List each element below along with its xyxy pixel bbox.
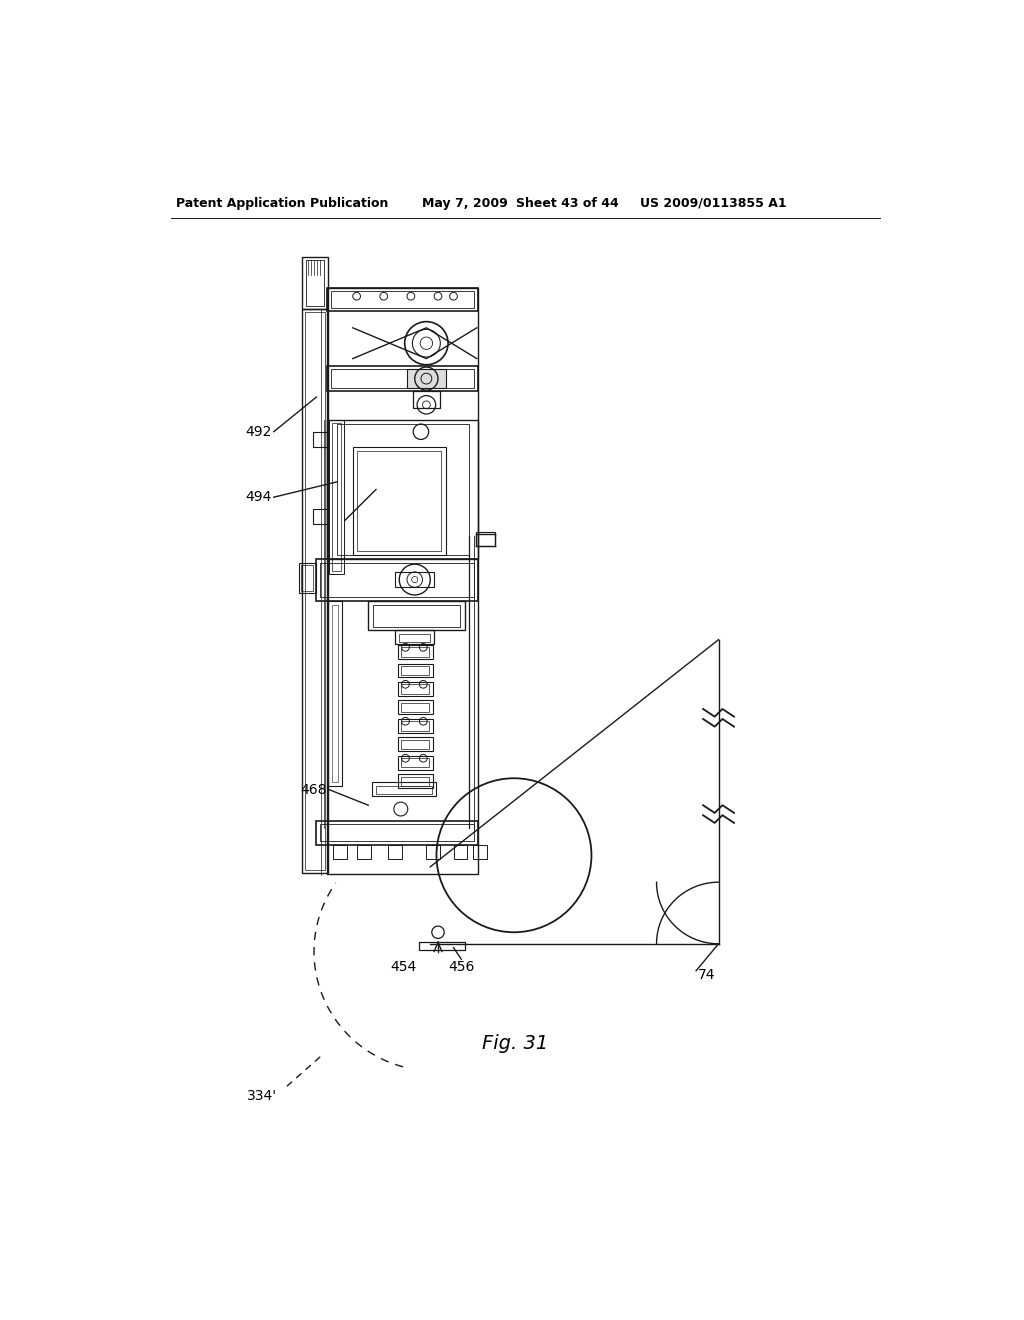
Bar — [315, 821, 478, 845]
Bar — [395, 572, 434, 587]
Bar — [357, 451, 441, 552]
Text: Patent Application Publication: Patent Application Publication — [176, 197, 388, 210]
Bar — [332, 424, 341, 572]
Text: Sheet 43 of 44: Sheet 43 of 44 — [515, 197, 618, 210]
Bar — [400, 647, 429, 656]
Bar — [454, 845, 467, 859]
Bar — [397, 719, 432, 733]
Text: 456: 456 — [449, 960, 474, 974]
Bar — [400, 702, 429, 711]
Bar — [400, 721, 429, 730]
Bar — [397, 738, 432, 751]
Bar — [331, 370, 474, 388]
Bar — [329, 420, 344, 574]
Bar — [331, 290, 474, 308]
Text: Fig. 31: Fig. 31 — [482, 1035, 549, 1053]
Text: 468: 468 — [301, 783, 328, 797]
Bar — [306, 260, 324, 306]
Text: May 7, 2009: May 7, 2009 — [423, 197, 508, 210]
Bar — [334, 845, 347, 859]
Bar — [372, 781, 435, 796]
Bar — [328, 288, 478, 874]
Bar — [400, 776, 429, 785]
Bar — [397, 682, 432, 696]
Bar — [328, 420, 478, 558]
Bar — [302, 257, 328, 309]
Text: 454: 454 — [390, 960, 416, 974]
Bar — [426, 845, 440, 859]
Text: US 2009/0113855 A1: US 2009/0113855 A1 — [640, 197, 786, 210]
Bar — [315, 558, 478, 601]
Bar — [313, 508, 328, 524]
Bar — [400, 758, 429, 767]
Bar — [419, 942, 465, 950]
Bar — [299, 562, 315, 594]
Bar — [400, 684, 429, 693]
Bar — [400, 665, 429, 675]
Bar — [328, 601, 342, 785]
Bar — [301, 565, 313, 591]
Bar — [376, 785, 432, 793]
Bar — [302, 309, 328, 873]
Bar — [328, 288, 478, 312]
Bar — [397, 701, 432, 714]
Bar — [321, 825, 474, 841]
Bar — [321, 562, 474, 597]
Bar — [397, 775, 432, 788]
Bar — [414, 391, 440, 408]
Text: 74: 74 — [697, 968, 715, 982]
Bar — [337, 424, 469, 554]
Text: 492: 492 — [245, 425, 271, 438]
Bar — [397, 756, 432, 770]
Bar — [352, 447, 445, 554]
Bar — [399, 635, 430, 642]
Bar — [328, 367, 478, 391]
Bar — [305, 313, 325, 870]
Text: 334': 334' — [247, 1089, 278, 1104]
Bar — [397, 664, 432, 677]
Bar — [400, 739, 429, 748]
Bar — [388, 845, 401, 859]
Text: 494: 494 — [245, 490, 271, 504]
Bar — [407, 370, 445, 388]
Bar — [373, 605, 461, 627]
Bar — [395, 631, 434, 644]
Bar — [473, 845, 486, 859]
Bar — [332, 605, 338, 781]
Bar — [397, 645, 432, 659]
Bar — [369, 601, 465, 631]
Bar — [476, 532, 496, 545]
Bar — [313, 432, 328, 447]
Bar — [356, 845, 371, 859]
